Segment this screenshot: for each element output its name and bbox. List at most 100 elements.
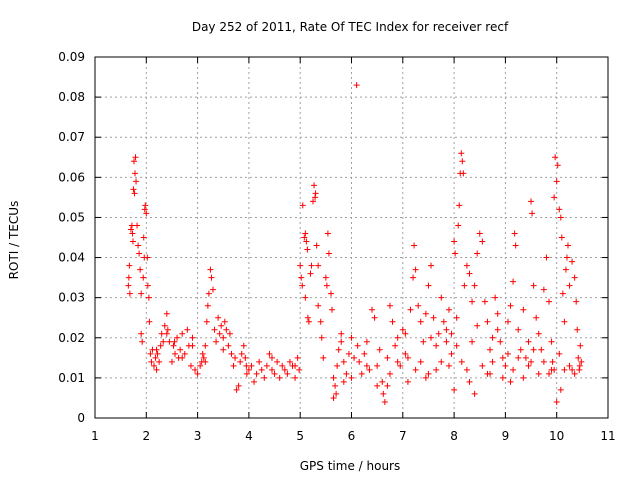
data-point — [137, 266, 144, 273]
data-point — [458, 358, 465, 365]
data-point — [433, 366, 440, 373]
x-tick-label: 4 — [245, 429, 253, 443]
data-point — [422, 310, 429, 317]
data-point — [192, 366, 199, 373]
data-point — [466, 378, 473, 385]
data-point — [294, 354, 301, 361]
data-point — [384, 354, 391, 361]
data-point — [517, 346, 524, 353]
data-point — [515, 354, 522, 361]
data-point — [453, 314, 460, 321]
data-point — [404, 378, 411, 385]
data-point — [443, 338, 450, 345]
data-point — [520, 306, 527, 313]
data-point — [299, 282, 306, 289]
data-point — [228, 350, 235, 357]
data-point — [202, 342, 209, 349]
data-point — [451, 386, 458, 393]
data-point — [138, 330, 145, 337]
data-point — [184, 326, 191, 333]
data-point — [313, 242, 320, 249]
data-point — [243, 362, 250, 369]
data-point — [530, 346, 537, 353]
data-point — [428, 334, 435, 341]
data-point — [172, 350, 179, 357]
data-point — [469, 298, 476, 305]
data-point — [576, 362, 583, 369]
x-tick-label: 10 — [549, 429, 564, 443]
data-point — [141, 206, 148, 213]
data-point — [412, 266, 419, 273]
data-point — [156, 358, 163, 365]
x-tick-label: 11 — [600, 429, 615, 443]
data-point — [312, 194, 319, 201]
x-tick-label: 2 — [142, 429, 150, 443]
data-point — [448, 330, 455, 337]
data-point — [132, 154, 139, 161]
data-point — [561, 366, 568, 373]
data-point — [529, 210, 536, 217]
data-point — [297, 262, 304, 269]
y-axis-label: ROTI / TECUs — [7, 201, 21, 280]
data-point — [187, 362, 194, 369]
data-point — [329, 306, 336, 313]
data-point — [563, 254, 570, 261]
data-point — [298, 274, 305, 281]
x-tick-label: 7 — [399, 429, 407, 443]
data-point — [340, 358, 347, 365]
chart-title: Day 252 of 2011, Rate Of TEC Index for r… — [192, 20, 509, 34]
y-tick-label: 0.05 — [58, 210, 85, 224]
data-point — [127, 226, 134, 233]
data-point — [461, 282, 468, 289]
data-point — [471, 390, 478, 397]
data-point — [553, 178, 560, 185]
data-point — [399, 326, 406, 333]
x-tick-label: 8 — [450, 429, 458, 443]
data-point — [552, 154, 559, 161]
data-point — [463, 262, 470, 269]
x-tick-label: 9 — [502, 429, 510, 443]
data-point — [376, 346, 383, 353]
data-point — [125, 282, 132, 289]
data-point — [220, 334, 227, 341]
data-point — [566, 362, 573, 369]
y-tick-label: 0.01 — [58, 371, 85, 385]
data-point — [345, 350, 352, 357]
data-point — [497, 338, 504, 345]
data-point — [213, 338, 220, 345]
data-point — [307, 270, 314, 277]
x-axis-label: GPS time / hours — [300, 459, 401, 473]
data-point — [511, 230, 518, 237]
data-point — [407, 306, 414, 313]
data-point — [392, 342, 399, 349]
data-point — [474, 322, 481, 329]
data-point — [463, 366, 470, 373]
data-point — [460, 170, 467, 177]
data-point — [335, 346, 342, 353]
data-point — [226, 330, 233, 337]
data-point — [361, 350, 368, 357]
data-point — [230, 362, 237, 369]
data-point — [144, 282, 151, 289]
data-point — [129, 238, 136, 245]
data-point — [200, 354, 207, 361]
data-point — [499, 354, 506, 361]
data-point — [476, 230, 483, 237]
data-point — [484, 318, 491, 325]
data-point — [166, 338, 173, 345]
data-point — [479, 362, 486, 369]
data-point — [417, 358, 424, 365]
data-point — [546, 298, 553, 305]
data-point — [551, 194, 558, 201]
data-point — [279, 362, 286, 369]
data-point — [237, 358, 244, 365]
data-point — [577, 342, 584, 349]
y-tick-label: 0.03 — [58, 291, 85, 305]
data-point — [366, 366, 373, 373]
data-point — [218, 322, 225, 329]
data-point — [238, 350, 245, 357]
data-point — [402, 330, 409, 337]
data-point — [266, 350, 273, 357]
data-point — [358, 370, 365, 377]
data-point — [438, 294, 445, 301]
